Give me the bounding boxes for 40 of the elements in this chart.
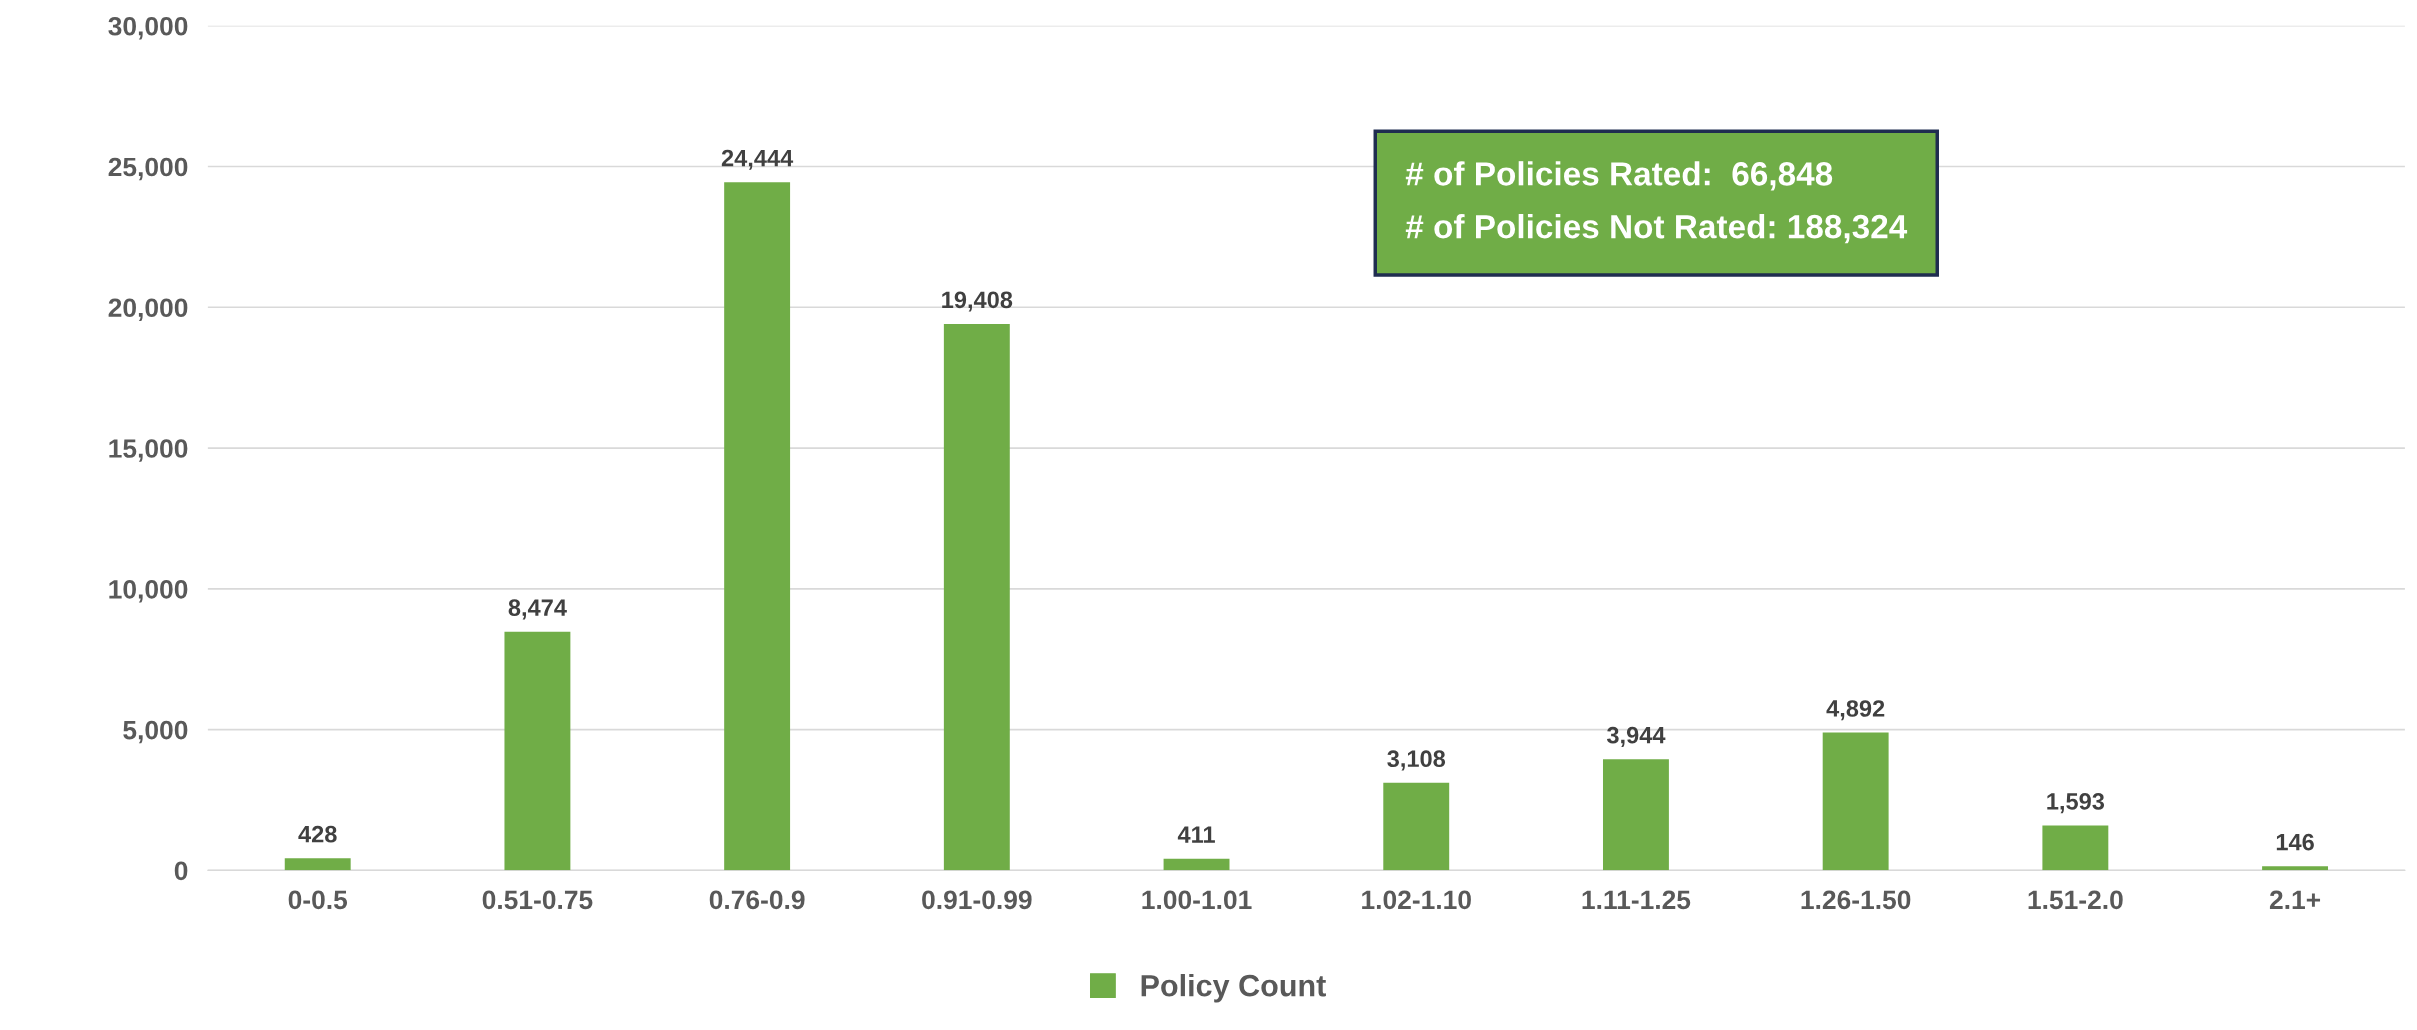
x-tick-label: 0-0.5 — [288, 890, 348, 910]
text: 428 — [298, 825, 337, 843]
x-tick-label: 2.1+ — [2269, 890, 2321, 909]
text: 1,593 — [2047, 793, 2105, 814]
text: 146 — [2276, 833, 2314, 851]
text: 24,444 — [721, 149, 794, 170]
bar — [1383, 782, 1450, 871]
y-tick-label: 0 — [174, 861, 188, 881]
bar — [1602, 759, 1669, 871]
x-tick-label: 0.76-0.9 — [709, 890, 805, 910]
bar — [504, 631, 571, 871]
bar — [1822, 732, 1889, 871]
text: 3,944 — [1606, 726, 1666, 747]
text: 8,474 — [508, 599, 567, 620]
y-tick-label: 15,000 — [109, 439, 188, 462]
bar — [943, 323, 1010, 871]
x-tick-label: 1.51-2.0 — [2028, 890, 2123, 910]
y-tick-label: 20,000 — [108, 298, 188, 321]
x-tick-label: 0.51-0.75 — [482, 890, 593, 910]
x-tick-label: 1.26-1.50 — [1801, 890, 1911, 910]
annotation: # of Policies Not Rated: 188,324 — [1405, 213, 1908, 244]
x-tick-label: 1.02-1.10 — [1362, 890, 1471, 910]
bar — [2262, 866, 2329, 871]
y-tick-label: 30,000 — [108, 16, 188, 40]
y-tick-label: 10,000 — [109, 579, 188, 603]
x-tick-label: 1.00-1.01 — [1142, 890, 1252, 910]
text: 411 — [1177, 826, 1215, 843]
text: 19,408 — [942, 291, 1013, 312]
y-tick-label: 25,000 — [108, 157, 188, 181]
x-tick-label: 1.11-1.25 — [1582, 890, 1691, 910]
text: 4,892 — [1826, 700, 1885, 721]
bar — [284, 858, 351, 871]
bar — [1163, 858, 1230, 871]
y-tick-label: 5,000 — [123, 720, 188, 744]
bar — [2042, 825, 2109, 871]
legend-label: Policy Count — [1141, 974, 1326, 1003]
x-tick-label: 0.91-0.99 — [922, 890, 1032, 910]
bar — [724, 182, 791, 871]
text: 3,108 — [1387, 750, 1446, 771]
annotation: # of Policies Rated: 66,848 — [1405, 161, 1833, 191]
